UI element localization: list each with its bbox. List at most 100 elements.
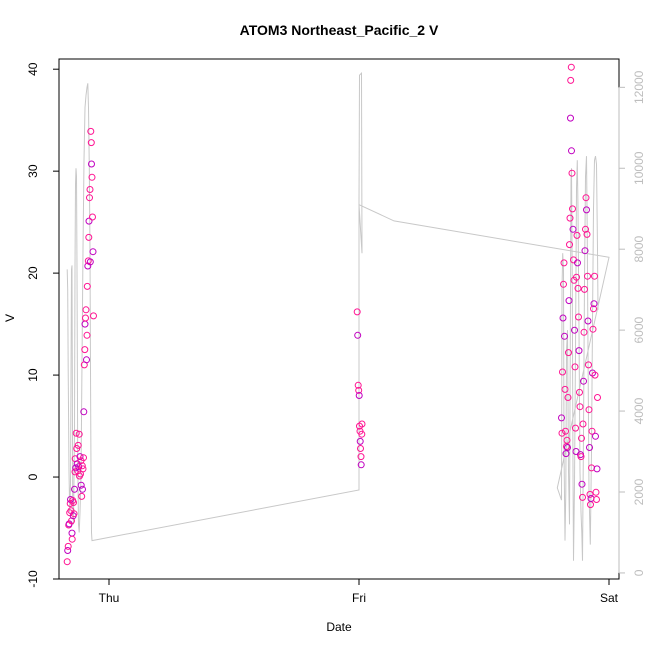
data-point [85,233,93,241]
data-point [590,305,597,313]
data-point [88,173,96,181]
y-axis-label: V [3,314,17,322]
y2-tick-label: 6000 [632,316,646,343]
y2-tick-label: 0 [632,569,646,576]
data-point [90,312,97,320]
data-point [77,481,85,489]
data-point [76,453,84,461]
data-point [585,361,592,369]
chart-title: ATOM3 Northeast_Pacific_2 V [240,22,439,38]
data-point [81,320,89,328]
data-point [591,272,598,280]
data-point [583,206,590,214]
data-point [582,194,590,202]
data-point [559,314,567,322]
data-point [584,272,591,280]
data-point [586,490,594,498]
data-point [572,424,579,432]
data-point [75,430,83,438]
y-tick-label: 40 [26,62,40,76]
data-point [583,230,591,238]
data-point [87,139,95,147]
data-point [576,388,583,396]
data-point [569,225,577,233]
data-point [592,488,600,496]
data-point [83,282,91,290]
data-point [564,444,571,451]
data-point [582,225,589,233]
data-point [558,429,566,437]
data-point [74,441,82,449]
data-point [568,147,575,155]
data-point [82,306,90,314]
data-point [85,217,93,225]
data-point [593,496,600,503]
data-point [569,205,576,213]
data-point [562,427,569,435]
data-point [576,403,584,411]
data-point [573,231,581,239]
data-point [88,160,95,168]
data-point [580,377,587,385]
x-tick-label: Thu [99,591,120,605]
data-point [79,465,87,473]
data-point [560,280,567,288]
data-point [82,314,89,322]
data-point [63,558,71,566]
data-point [355,386,363,394]
data-point [575,347,583,355]
y-tick-label: 10 [26,368,40,382]
data-point [87,127,95,135]
data-point [565,297,573,305]
data-point [586,444,593,451]
data-point [64,547,72,554]
y-tick-label: 30 [26,164,40,178]
y2-tick-label: 4000 [632,397,646,424]
data-point [594,394,601,401]
data-point [354,331,362,339]
data-point [71,485,78,493]
data-point [83,356,90,364]
data-point [578,480,586,488]
data-point [353,308,361,316]
data-point [591,371,599,379]
data-point [70,510,78,518]
data-point [357,453,365,461]
data-point [75,463,83,471]
data-point [574,259,581,267]
data-point [68,535,76,543]
y-tick-label: 0 [26,473,40,480]
y2-tick-label: 12000 [632,70,646,104]
y2-tick-label: 8000 [632,236,646,263]
data-point [356,437,364,445]
data-point [581,285,588,293]
data-point [559,368,566,376]
data-point [86,194,93,202]
line-series-layer [66,71,610,561]
data-point [566,241,573,249]
data-point [560,259,568,267]
data-point [86,258,94,266]
data-point [579,493,586,501]
data-point [89,248,97,256]
data-point [80,408,88,416]
data-point [567,63,575,71]
data-point [68,529,76,537]
series-line [66,71,610,561]
data-point [72,429,80,437]
data-point [78,462,86,470]
data-point [561,332,568,340]
data-point [568,169,576,177]
y2-tick-label: 10000 [632,151,646,185]
plot-frame [58,58,620,580]
data-point [563,436,571,444]
data-point [354,381,362,389]
data-point [81,346,89,354]
x-tick-label: Sat [600,591,619,605]
data-point [584,317,592,325]
data-point [579,420,587,428]
data-point [578,434,585,442]
data-point [566,214,574,222]
